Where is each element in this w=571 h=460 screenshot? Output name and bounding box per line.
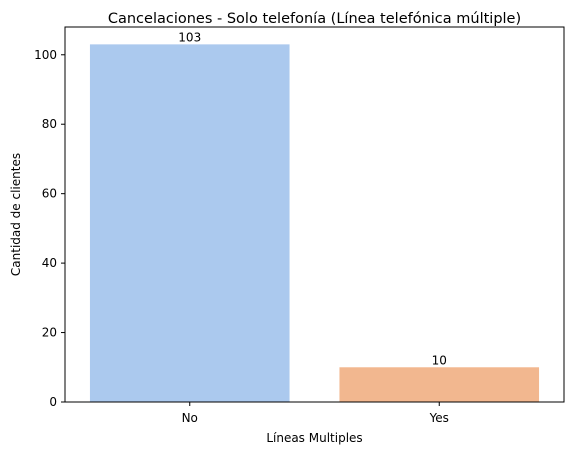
y-tick-label: 60 [42,187,57,201]
x-axis-title: Líneas Multiples [266,431,362,445]
y-tick-label: 20 [42,326,57,340]
bars-layer: 103 10 [89,30,540,402]
y-tick-label: 40 [42,256,57,270]
y-axis: 0 20 40 60 80 100 [34,48,65,409]
y-tick-label: 100 [34,48,57,62]
bar-yes [339,367,540,402]
x-tick-label: Yes [429,411,449,425]
x-axis: No Yes [182,402,449,425]
bar-value-label: 103 [178,30,201,44]
plot-frame [64,26,565,403]
y-tick-label: 0 [49,395,57,409]
y-tick-label: 80 [42,117,57,131]
x-tick-label: No [182,411,198,425]
bar-no [89,44,290,402]
bar-value-label: 10 [432,353,447,367]
y-axis-title: Cantidad de clientes [9,153,23,276]
chart-title: Cancelaciones - Solo telefonía (Línea te… [108,11,521,27]
